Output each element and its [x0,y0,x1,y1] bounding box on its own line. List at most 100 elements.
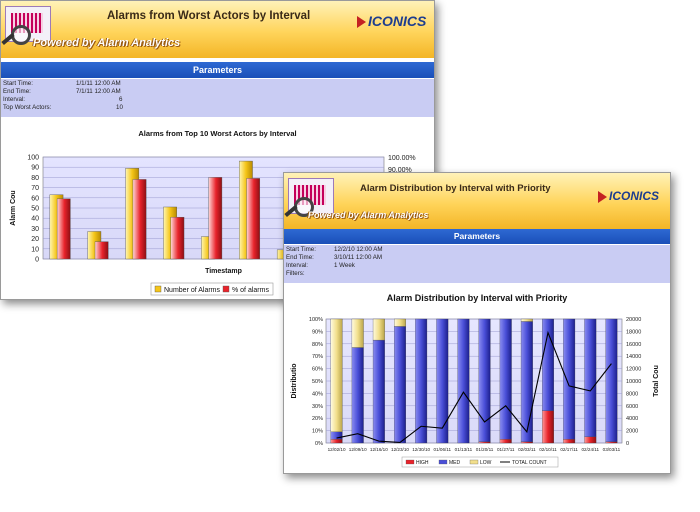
chart-title: Alarm Distribution by Interval with Prio… [386,293,568,303]
y-tick-label: 0% [315,441,323,447]
bar-segment-high [499,439,512,444]
y2-tick-label: 2000 [626,429,638,435]
bar-segment-high [330,439,343,444]
report-title: Alarms from Worst Actors by Interval [107,10,311,22]
y-tick-label: 20% [312,416,323,422]
bar-segment-med [415,318,428,444]
bar-pct-of-alarms [94,241,109,260]
y-tick-label: 90 [31,165,39,172]
iconics-logo: ICONICS [598,189,659,203]
bar-segment-high [584,436,597,444]
param-value: 1/1/11 12:00 AM [76,80,121,87]
y-axis-label: Alarm Cou [10,190,17,225]
bar-segment-med [478,318,491,442]
y-tick-label: 90% [312,329,323,335]
bar-segment-high [542,410,554,444]
y-tick-label: 100 [27,155,39,162]
y2-tick-label: 90.00% [388,167,412,174]
param-value: 1 Week [334,262,355,269]
parameters-table: Start Time: 1/1/11 12:00 AM End Time: 7/… [1,79,434,117]
y-tick-label: 70% [312,354,323,360]
y-tick-label: 70 [31,185,39,192]
param-label: Interval: [286,262,309,269]
bar-pct-of-alarms [170,216,185,260]
bar-pct-of-alarms [56,198,71,260]
x-tick-label: 01/13/11 [455,447,473,452]
y-tick-label: 60 [31,195,39,202]
bar-segment-med [351,347,364,444]
y-tick-label: 60% [312,367,323,373]
y2-tick-label: 6000 [626,404,638,410]
bar-segment-low [351,318,364,348]
param-label: Interval: [3,96,26,103]
bar-segment-med [542,318,554,411]
iconics-logo: ICONICS [357,13,426,29]
powered-by-text: Powered by Alarm Analytics [308,210,429,220]
legend-swatch [469,459,479,465]
report-banner: Alarm Distribution by Interval with Prio… [284,173,670,229]
y-tick-label: 50 [31,206,39,213]
x-axis-label: Timestamp [205,268,242,275]
y-tick-label: 10% [312,429,323,435]
bar-segment-low [372,318,385,341]
y-tick-label: 10 [31,246,39,253]
report-title: Alarm Distribution by Interval with Prio… [360,183,551,194]
x-tick-label: 12/02/10 [328,447,346,452]
bar-segment-low [394,318,406,327]
x-tick-label: 01/20/11 [476,447,494,452]
x-tick-label: 02/24/11 [582,447,600,452]
legend-label: MED [449,460,461,466]
x-tick-label: 02/10/11 [539,447,557,452]
y-tick-label: 0 [35,257,39,264]
bar-segment-low [330,318,343,432]
report-banner: Alarms from Worst Actors by Interval Pow… [1,1,434,58]
bar-segment-low [520,318,533,322]
y2-tick-label: 100.00% [388,155,416,162]
param-label: Top Worst Actors: [3,104,52,111]
param-label: Start Time: [286,246,316,253]
bar-segment-high [520,441,533,444]
y2-axis-label: Total Cou [653,365,660,397]
x-tick-label: 12/09/10 [349,447,367,452]
y-tick-label: 50% [312,379,323,385]
x-tick-label: 02/17/11 [560,447,578,452]
x-tick-label: 12/30/10 [412,447,430,452]
legend-swatch [405,459,415,465]
bar-segment-med [457,318,470,444]
bar-segment-med [372,339,385,444]
report-window-worst-actors: Alarms from Worst Actors by Interval Pow… [0,0,435,300]
report-window-distribution: Alarm Distribution by Interval with Prio… [283,172,671,474]
bar-pct-of-alarms [246,178,261,260]
bar-pct-of-alarms [132,179,147,260]
bar-segment-med [499,318,512,440]
y2-tick-label: 4000 [626,416,638,422]
legend-label: HIGH [416,460,429,466]
legend-swatch [438,459,448,465]
chart-title: Alarms from Top 10 Worst Actors by Inter… [138,129,297,138]
y-tick-label: 80 [31,175,39,182]
x-tick-label: 01/27/11 [497,447,515,452]
parameters-header: Parameters [1,62,434,78]
y-tick-label: 100% [309,317,323,323]
legend-label: % of alarms [232,287,269,294]
total-count-line [336,330,612,443]
y-tick-label: 30 [31,226,39,233]
y2-tick-label: 18000 [626,329,641,335]
bar-segment-med [330,431,343,440]
legend-swatch-alarms [154,285,162,293]
param-value: 6 [119,96,123,103]
bar-segment-med [520,321,533,442]
param-value: 12/2/10 12:00 AM [334,246,383,253]
bar-segment-med [394,326,406,444]
powered-by-text: Powered by Alarm Analytics [33,37,181,49]
param-value: 7/1/11 12:00 AM [76,88,121,95]
bar-segment-med [605,318,618,442]
bar-segment-high [478,441,491,444]
legend-label: LOW [480,460,492,466]
bar-segment-med [436,318,449,444]
y-axis-label: Distributio [291,364,298,399]
x-tick-label: 12/16/10 [370,447,388,452]
parameters-header: Parameters [284,229,670,244]
legend-swatch-pct [222,285,230,293]
bar-pct-of-alarms [208,177,223,260]
